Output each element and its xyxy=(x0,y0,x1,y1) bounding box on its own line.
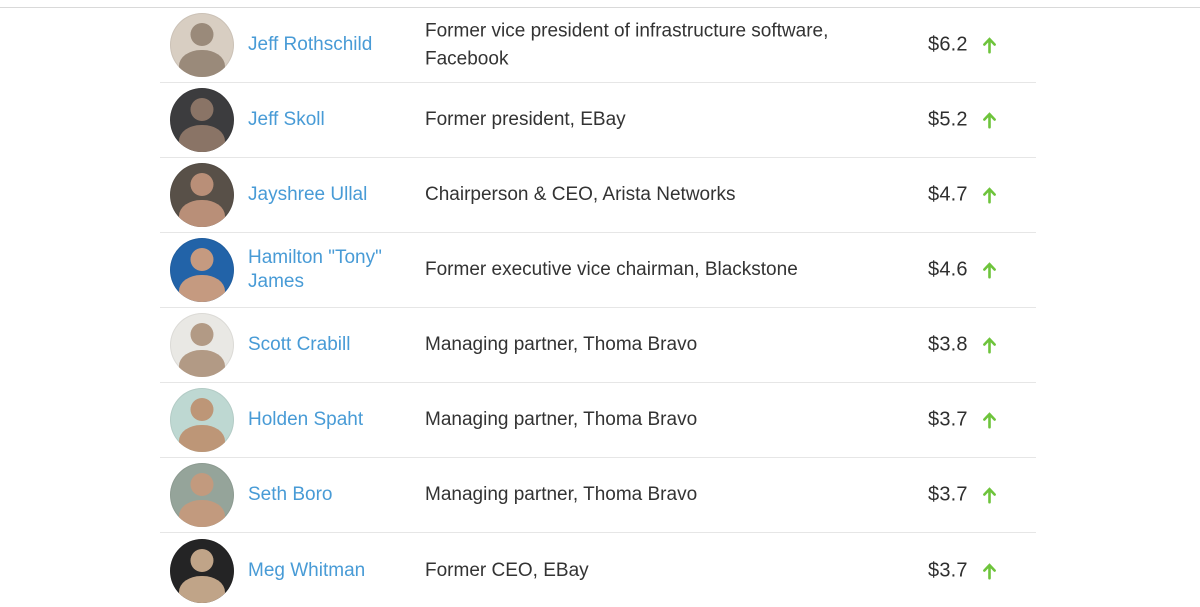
person-description: Chairperson & CEO, Arista Networks xyxy=(425,184,736,206)
net-worth-cell: $3.8 xyxy=(928,334,997,357)
person-name-link[interactable]: Jeff Rothschild xyxy=(248,34,373,56)
person-photo-icon xyxy=(190,23,214,47)
net-worth-cell: $3.7 xyxy=(928,409,997,432)
avatar[interactable] xyxy=(170,163,234,227)
net-worth-value: $6.2 xyxy=(928,33,968,56)
table-row: Jeff Skoll Former president, EBay $5.2 xyxy=(160,83,1036,158)
up-arrow-icon xyxy=(982,112,997,129)
avatar[interactable] xyxy=(170,538,234,603)
section-top-divider xyxy=(0,7,1200,8)
person-description: Managing partner, Thoma Bravo xyxy=(425,484,698,506)
up-arrow-icon xyxy=(982,187,997,204)
net-worth-cell: $4.6 xyxy=(928,259,997,282)
table-row: Jayshree Ullal Chairperson & CEO, Arista… xyxy=(160,158,1036,233)
person-name-link[interactable]: Scott Crabill xyxy=(248,334,351,356)
avatar[interactable] xyxy=(170,463,234,527)
person-photo-icon xyxy=(190,548,214,572)
avatar[interactable] xyxy=(170,388,234,452)
net-worth-value: $4.6 xyxy=(928,258,968,281)
person-photo-icon xyxy=(178,350,226,377)
avatar[interactable] xyxy=(170,13,234,77)
person-photo-icon xyxy=(190,98,214,122)
table-row: Jeff Rothschild Former vice president of… xyxy=(160,8,1036,83)
person-photo-icon xyxy=(178,575,226,603)
net-worth-cell: $5.2 xyxy=(928,109,997,132)
person-photo-icon xyxy=(190,323,214,347)
person-photo-icon xyxy=(190,473,214,497)
net-worth-value: $5.2 xyxy=(928,108,968,131)
net-worth-value: $3.7 xyxy=(928,483,968,506)
avatar[interactable] xyxy=(170,313,234,377)
person-name-link[interactable]: Holden Spaht xyxy=(248,409,364,431)
person-photo-icon xyxy=(178,500,226,527)
table-row: Seth Boro Managing partner, Thoma Bravo … xyxy=(160,458,1036,533)
avatar[interactable] xyxy=(170,238,234,302)
table-row: Scott Crabill Managing partner, Thoma Br… xyxy=(160,308,1036,383)
person-description: Managing partner, Thoma Bravo xyxy=(425,334,698,356)
person-photo-icon xyxy=(178,50,226,77)
up-arrow-icon xyxy=(982,412,997,429)
person-photo-icon xyxy=(178,125,226,152)
net-worth-cell: $4.7 xyxy=(928,184,997,207)
person-name-link[interactable]: Hamilton "Tony" James xyxy=(248,247,382,292)
person-name-link[interactable]: Jeff Skoll xyxy=(248,109,325,131)
person-photo-icon xyxy=(190,173,214,197)
person-description: Former executive vice chairman, Blacksto… xyxy=(425,259,798,281)
net-worth-value: $3.8 xyxy=(928,333,968,356)
person-name-link[interactable]: Jayshree Ullal xyxy=(248,184,368,206)
up-arrow-icon xyxy=(982,262,997,279)
table-row: Holden Spaht Managing partner, Thoma Bra… xyxy=(160,383,1036,458)
person-description: Former president, EBay xyxy=(425,109,626,131)
net-worth-value: $4.7 xyxy=(928,183,968,206)
person-photo-icon xyxy=(178,275,226,302)
avatar[interactable] xyxy=(170,88,234,152)
person-description: Former CEO, EBay xyxy=(425,559,589,581)
person-photo-icon xyxy=(190,248,214,272)
up-arrow-icon xyxy=(982,37,997,54)
people-net-worth-table: Jeff Rothschild Former vice president of… xyxy=(0,8,1200,607)
table-row: Hamilton "Tony" James Former executive v… xyxy=(160,233,1036,308)
person-photo-icon xyxy=(178,425,226,452)
page: { "colors": { "link": "#489bd6", "text":… xyxy=(0,7,1200,607)
up-arrow-icon xyxy=(982,337,997,354)
net-worth-cell: $6.2 xyxy=(928,34,997,57)
person-name-link[interactable]: Meg Whitman xyxy=(248,559,366,581)
up-arrow-icon xyxy=(982,562,997,579)
net-worth-value: $3.7 xyxy=(928,559,968,581)
table-row: Meg Whitman Former CEO, EBay $3.7 xyxy=(160,533,1036,607)
net-worth-cell: $3.7 xyxy=(928,484,997,507)
up-arrow-icon xyxy=(982,487,997,504)
person-photo-icon xyxy=(178,200,226,227)
person-photo-icon xyxy=(190,398,214,422)
person-description: Managing partner, Thoma Bravo xyxy=(425,409,698,431)
net-worth-value: $3.7 xyxy=(928,408,968,431)
net-worth-cell: $3.7 xyxy=(928,559,997,582)
person-name-link[interactable]: Seth Boro xyxy=(248,484,333,506)
person-description: Former vice president of infrastructure … xyxy=(425,20,829,69)
